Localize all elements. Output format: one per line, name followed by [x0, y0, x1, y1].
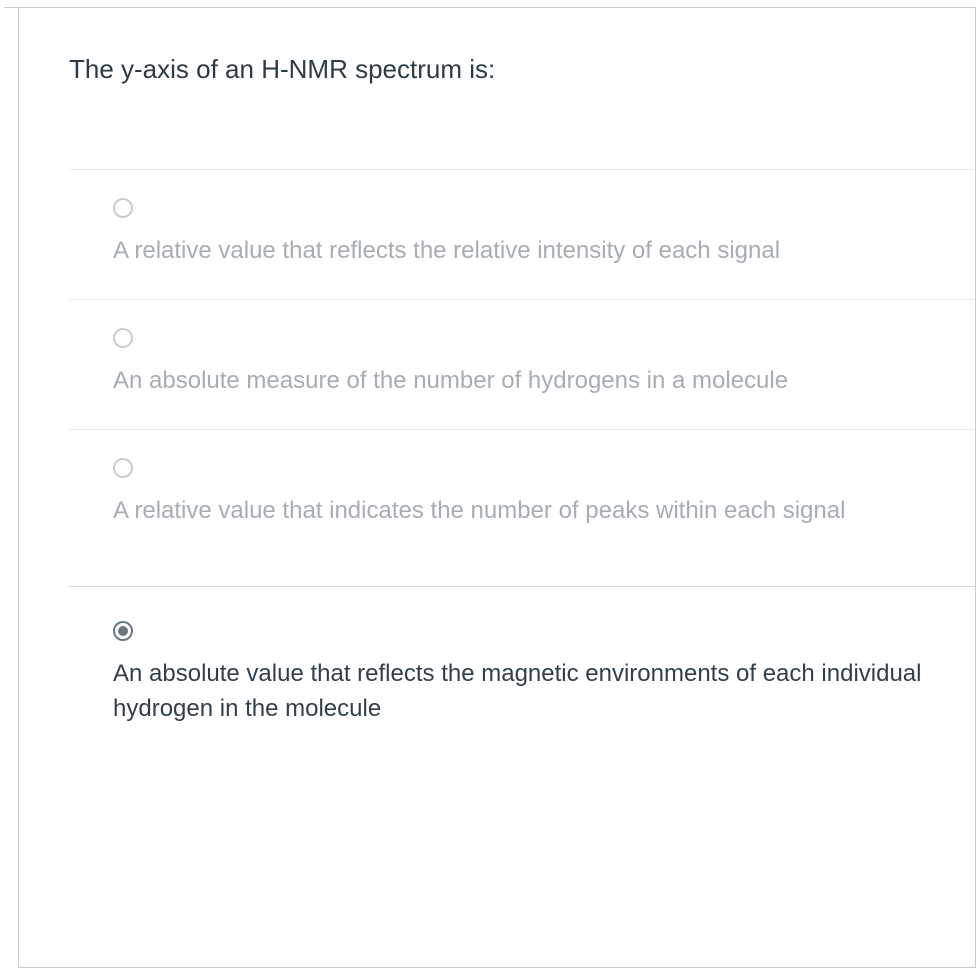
option-row[interactable]: An absolute value that reflects the magn…: [69, 586, 975, 727]
option-label: An absolute measure of the number of hyd…: [113, 364, 975, 399]
option-label: A relative value that indicates the numb…: [113, 494, 975, 529]
radio-icon[interactable]: [113, 458, 133, 478]
radio-icon[interactable]: [113, 328, 133, 348]
radio-icon[interactable]: [113, 198, 133, 218]
option-row[interactable]: An absolute measure of the number of hyd…: [69, 299, 975, 429]
option-label: A relative value that reflects the relat…: [113, 234, 975, 269]
option-row[interactable]: A relative value that indicates the numb…: [69, 429, 975, 559]
question-text: The y-axis of an H-NMR spectrum is:: [69, 54, 975, 85]
radio-icon[interactable]: [113, 621, 133, 641]
option-row[interactable]: A relative value that reflects the relat…: [69, 169, 975, 299]
outer-border: [4, 0, 976, 8]
option-label: An absolute value that reflects the magn…: [113, 657, 975, 727]
question-card: The y-axis of an H-NMR spectrum is: A re…: [18, 8, 976, 968]
